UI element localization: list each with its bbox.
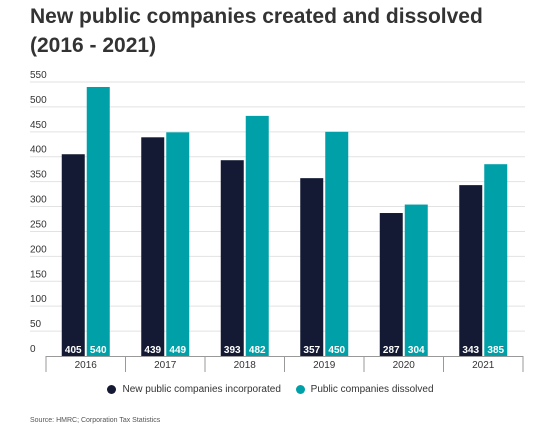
legend: New public companies incorporated Public… — [0, 384, 541, 397]
bar — [61, 154, 85, 356]
bar-value-label: 287 — [383, 345, 400, 356]
bar-value-label: 304 — [408, 345, 425, 356]
bar — [300, 178, 324, 356]
bar-value-label: 482 — [249, 345, 266, 356]
bar-chart: 0 50 100 150 200 250 300 350 400 450 500 550 405 540… — [30, 70, 525, 372]
bar — [404, 204, 428, 356]
y-tick-label: 100 — [30, 294, 47, 305]
bar-value-label: 393 — [224, 345, 241, 356]
legend-dot-icon — [295, 385, 305, 394]
bar — [220, 160, 244, 356]
bar — [325, 131, 349, 356]
chart-title: New public companies created and dissolv… — [30, 5, 483, 57]
legend-item-dissolved: Public companies dissolved — [295, 384, 434, 395]
bar — [86, 86, 110, 357]
bar — [141, 137, 165, 356]
bar — [379, 213, 403, 356]
y-tick-label: 200 — [30, 244, 47, 255]
x-tick-label: 2019 — [313, 360, 336, 371]
value-labels: 405 540 439 449 393 482 357 450 287 304 343 385 — [65, 345, 505, 356]
gridlines: 0 50 100 150 200 250 300 350 400 450 500 550 — [30, 70, 525, 355]
bar-value-label: 439 — [144, 345, 161, 356]
bar — [484, 164, 508, 356]
y-tick-label: 150 — [30, 269, 47, 280]
y-tick-label: 250 — [30, 219, 47, 230]
x-tick-label: 2018 — [234, 360, 257, 371]
y-tick-label: 400 — [30, 145, 47, 156]
y-tick-label: 500 — [30, 95, 47, 106]
bar-value-label: 357 — [303, 345, 320, 356]
x-tick-label: 2020 — [393, 360, 416, 371]
y-tick-label: 300 — [30, 195, 47, 206]
y-tick-label: 450 — [30, 120, 47, 131]
x-tick-label: 2021 — [472, 360, 495, 371]
bar — [459, 185, 483, 356]
bar-value-label: 450 — [328, 345, 345, 356]
y-tick-label: 0 — [30, 344, 36, 355]
legend-dot-icon — [107, 385, 117, 394]
bar — [245, 115, 269, 356]
source-note: Source: HMRC; Corporation Tax Statistics — [30, 417, 161, 424]
x-tick-label: 2017 — [154, 360, 177, 371]
x-tick-label: 2016 — [75, 360, 98, 371]
y-tick-label: 350 — [30, 170, 47, 181]
x-axis: 2016 2017 2018 2019 2020 2021 — [45, 356, 524, 372]
bar-value-label: 449 — [169, 345, 186, 356]
bar — [166, 132, 190, 356]
bar-value-label: 385 — [487, 345, 504, 356]
bar-value-label: 405 — [65, 345, 82, 356]
bar-value-label: 540 — [90, 345, 107, 356]
bars — [61, 86, 508, 357]
legend-label: Public companies dissolved — [310, 384, 434, 395]
legend-item-incorporated: New public companies incorporated — [107, 384, 281, 395]
y-tick-label: 550 — [30, 70, 47, 81]
bar-value-label: 343 — [462, 345, 479, 356]
y-tick-label: 50 — [30, 319, 42, 330]
legend-label: New public companies incorporated — [122, 384, 281, 395]
